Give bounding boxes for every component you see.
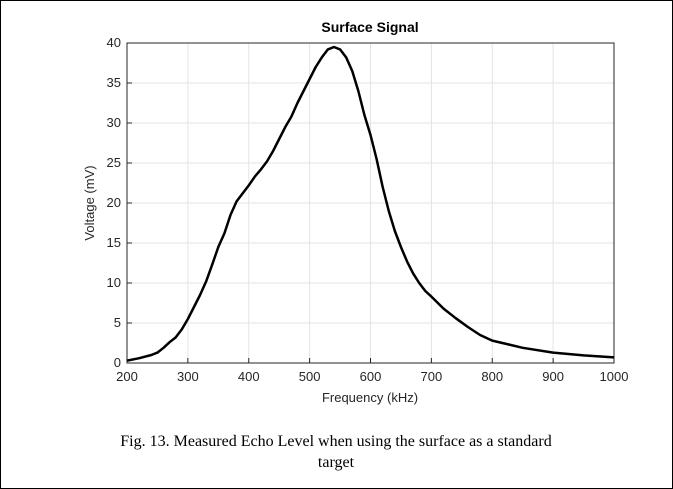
y-tick-label: 15 bbox=[107, 235, 121, 250]
x-tick-label: 700 bbox=[421, 369, 443, 384]
y-axis-label: Voltage (mV) bbox=[82, 165, 97, 240]
x-tick-label: 200 bbox=[116, 369, 138, 384]
y-tick-label: 20 bbox=[107, 195, 121, 210]
y-tick-label: 40 bbox=[107, 35, 121, 50]
y-tick-label: 5 bbox=[114, 315, 121, 330]
chart-title: Surface Signal bbox=[321, 19, 418, 35]
x-tick-label: 900 bbox=[542, 369, 564, 384]
x-tick-label: 800 bbox=[481, 369, 503, 384]
caption: Fig. 13. Measured Echo Level when using … bbox=[120, 433, 551, 450]
x-tick-label: 400 bbox=[238, 369, 260, 384]
caption: target bbox=[318, 454, 355, 471]
x-axis-label: Frequency (kHz) bbox=[322, 390, 418, 405]
x-tick-label: 600 bbox=[360, 369, 382, 384]
y-tick-label: 35 bbox=[107, 75, 121, 90]
x-tick-label: 1000 bbox=[600, 369, 629, 384]
y-tick-label: 10 bbox=[107, 275, 121, 290]
data-line bbox=[126, 45, 615, 362]
plot-frame bbox=[126, 42, 615, 364]
y-tick-label: 30 bbox=[107, 115, 121, 130]
y-tick-label: 25 bbox=[107, 155, 121, 170]
x-tick-label: 300 bbox=[177, 369, 199, 384]
x-tick-label: 500 bbox=[299, 369, 321, 384]
y-tick-label: 0 bbox=[114, 355, 121, 370]
